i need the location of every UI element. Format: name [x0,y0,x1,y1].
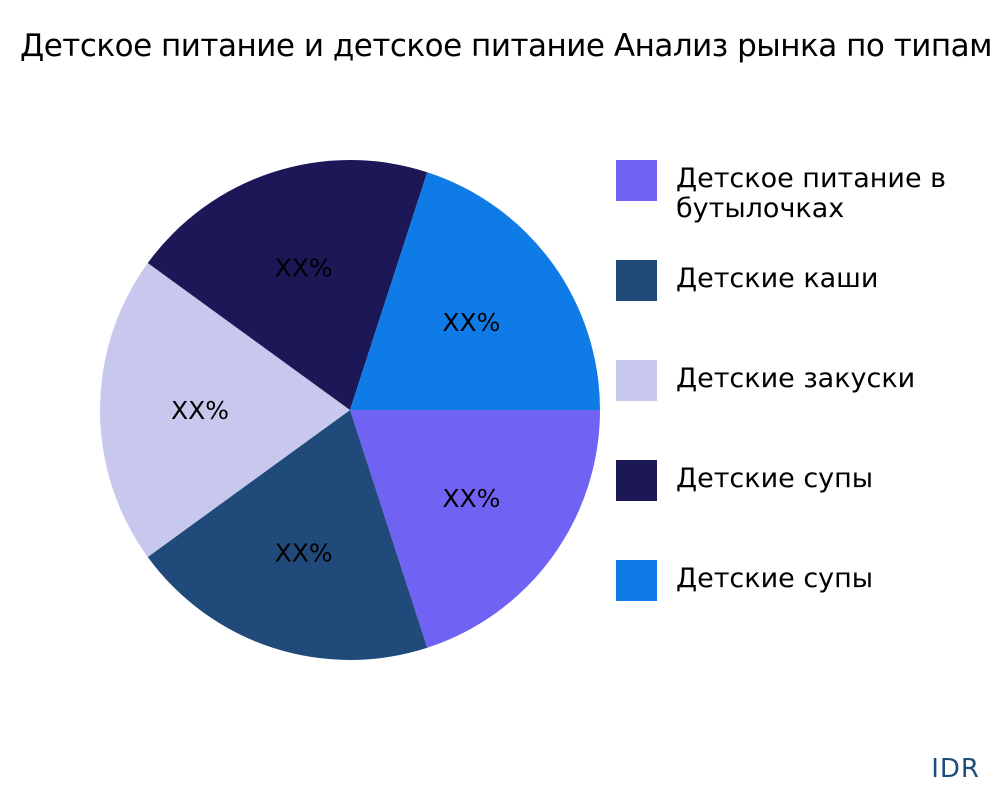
pie-slice [147,160,428,410]
legend-label: Детские супы [676,463,874,494]
legend-swatch [616,160,657,201]
legend-label: Детские каши [676,263,879,294]
pie-slice [350,172,600,410]
legend-swatch [616,560,657,601]
chart-title: Детское питание и детское питание Анализ… [20,28,993,64]
slice-label: XX% [275,539,333,568]
legend-item: Детские закуски [616,360,996,420]
pie-slice [147,410,428,660]
legend-label: Детские супы [676,563,874,594]
legend-swatch [616,260,657,301]
legend-item: Детские супы [616,560,996,620]
legend-item: Детское питание в бутылочках [616,160,996,224]
legend-item: Детские супы [616,460,996,520]
brand-logo: IDR [931,754,980,784]
slice-label: XX% [171,396,229,425]
slice-label: XX% [275,253,333,282]
legend-label: Детские закуски [676,363,916,394]
legend-label: Детское питание в бутылочках [676,163,947,224]
legend-item: Детские каши [616,260,996,320]
slice-label: XX% [442,484,500,513]
slice-label: XX% [442,308,500,337]
legend-swatch [616,360,657,401]
legend-swatch [616,460,657,501]
pie-slice [100,263,350,557]
pie-slice [350,410,600,648]
